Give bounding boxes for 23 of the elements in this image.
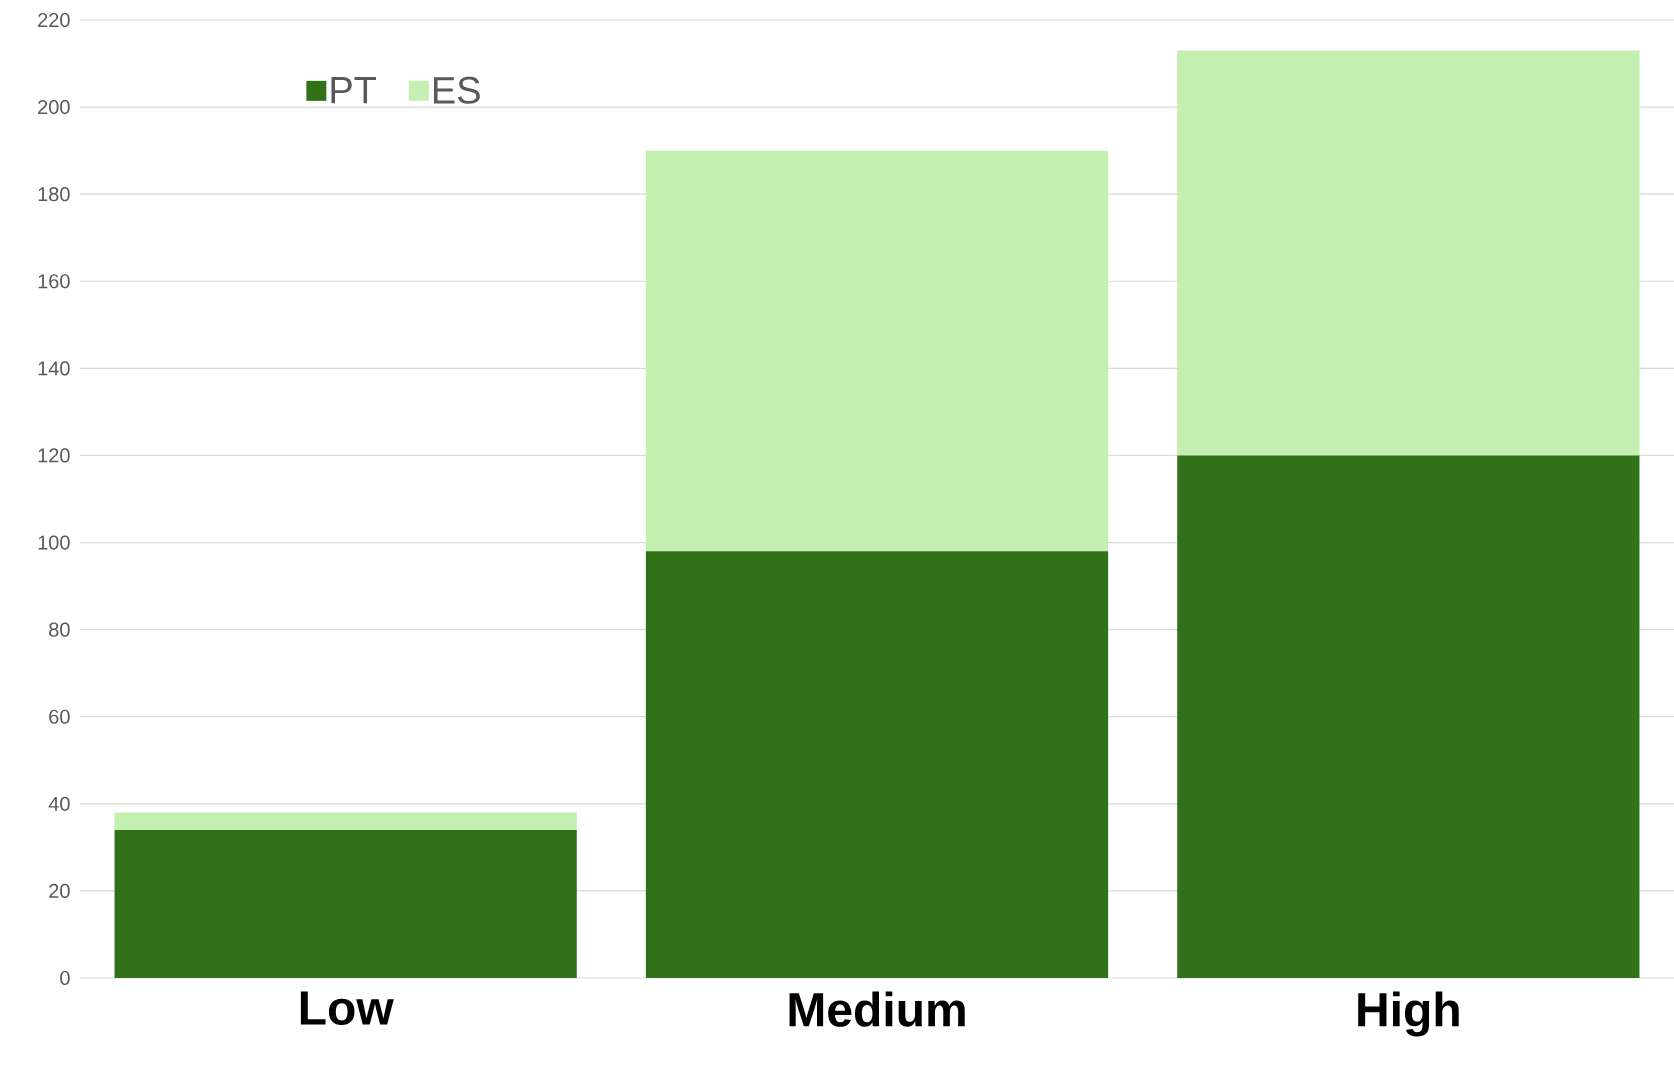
y-tick-label: 40 (48, 796, 70, 811)
y-tick-label: 60 (49, 709, 70, 724)
y-tick-label: 220 (38, 12, 70, 28)
y-tick-label: 20 (49, 883, 70, 898)
y-tick-label: 80 (49, 622, 70, 637)
legend-label: ES (434, 76, 480, 104)
y-tick-label: 0 (60, 970, 70, 986)
bar (114, 812, 577, 830)
bar (1177, 455, 1640, 978)
bar (1177, 50, 1640, 456)
x-tick-label: Medium (789, 991, 965, 1027)
bar (645, 150, 1109, 552)
x-tick-label: Low (300, 991, 394, 1026)
x-tick-label: High (1358, 991, 1459, 1037)
y-tick-label: 140 (38, 361, 70, 376)
y-tick-label: 180 (38, 187, 70, 202)
bar (114, 829, 577, 978)
legend-label: PT (331, 77, 377, 104)
y-tick-label: 120 (38, 448, 70, 463)
bar (645, 551, 1109, 978)
y-tick-label: 160 (38, 274, 70, 289)
y-tick-label: 200 (38, 100, 70, 115)
y-tick-label: 100 (38, 535, 70, 550)
